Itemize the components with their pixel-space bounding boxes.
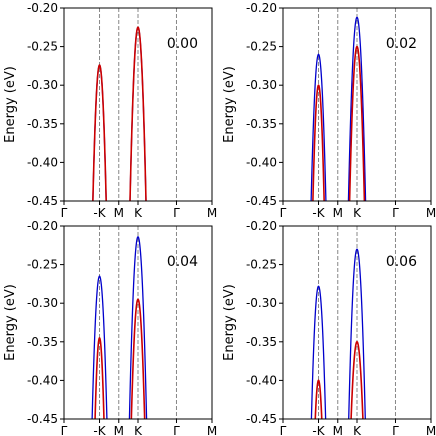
panel-2: -0.20-0.25-0.30-0.35-0.40-0.45Γ -K M K Γ MEne… <box>222 1 436 220</box>
y-tick-label: -0.30 <box>246 296 277 310</box>
y-tick-label: -0.45 <box>246 412 277 426</box>
y-axis-label: Energy (eV) <box>222 284 237 361</box>
y-tick-label: -0.35 <box>27 335 58 349</box>
y-tick-label: -0.35 <box>27 117 58 131</box>
band-curve-series-1-valley-1 <box>91 275 108 419</box>
x-tick-label: K <box>353 424 362 436</box>
y-tick-label: -0.30 <box>27 78 58 92</box>
panel-annotation: 0.04 <box>167 254 198 270</box>
x-tick-label: -K <box>93 206 106 220</box>
band-curve-series-2-valley-1 <box>92 64 107 201</box>
x-tick-label: K <box>134 206 143 220</box>
x-tick-label: -K <box>312 424 325 436</box>
y-axis-label: Energy (eV) <box>222 66 237 143</box>
y-tick-label: -0.20 <box>27 219 58 233</box>
y-tick-label: -0.25 <box>27 40 58 54</box>
x-tick-label: Γ <box>61 424 68 436</box>
x-tick-label: K <box>353 206 362 220</box>
band-curve-series-1-valley-2 <box>128 236 148 419</box>
band-curve-series-1-valley-2 <box>347 16 367 201</box>
y-tick-label: -0.25 <box>27 258 58 272</box>
y-tick-label: -0.40 <box>246 373 277 387</box>
y-tick-label: -0.25 <box>246 258 277 272</box>
y-tick-label: -0.20 <box>246 1 277 15</box>
x-tick-label: K <box>134 424 143 436</box>
y-tick-label: -0.40 <box>27 373 58 387</box>
x-tick-label: Γ <box>173 206 180 220</box>
x-tick-label: M <box>426 206 436 220</box>
y-tick-label: -0.45 <box>246 194 277 208</box>
x-tick-label: M <box>114 424 124 436</box>
y-tick-label: -0.40 <box>246 155 277 169</box>
x-tick-label: M <box>333 424 343 436</box>
x-tick-label: M <box>114 206 124 220</box>
x-tick-label: M <box>207 206 217 220</box>
x-tick-label: -K <box>312 206 325 220</box>
panel-4: -0.20-0.25-0.30-0.35-0.40-0.45Γ -K M K Γ MEne… <box>222 219 436 436</box>
y-tick-label: -0.30 <box>27 296 58 310</box>
x-tick-label: Γ <box>280 206 287 220</box>
band-curve-series-2-valley-1 <box>312 84 325 201</box>
band-curve-series-1-valley-1 <box>310 285 327 419</box>
y-tick-label: -0.25 <box>246 40 277 54</box>
panel-annotation: 0.00 <box>167 36 198 52</box>
panel-1: -0.20-0.25-0.30-0.35-0.40-0.45Γ -K M K Γ MEne… <box>3 1 217 220</box>
panel-3: -0.20-0.25-0.30-0.35-0.40-0.45Γ -K M K Γ MEne… <box>3 219 217 436</box>
y-axis-label: Energy (eV) <box>3 66 18 143</box>
band-curve-series-2-valley-1 <box>94 336 105 419</box>
y-tick-label: -0.45 <box>27 412 58 426</box>
band-curve-series-2-valley-2 <box>130 298 146 419</box>
panel-annotation: 0.02 <box>386 36 417 52</box>
bands <box>92 26 147 201</box>
x-tick-label: Γ <box>173 424 180 436</box>
x-tick-label: M <box>426 424 436 436</box>
y-tick-label: -0.20 <box>27 1 58 15</box>
y-tick-label: -0.30 <box>246 78 277 92</box>
bands <box>310 248 366 419</box>
y-tick-label: -0.35 <box>246 335 277 349</box>
x-tick-label: M <box>207 424 217 436</box>
panel-annotation: 0.06 <box>386 254 417 270</box>
band-curve-series-2-valley-1 <box>314 379 323 419</box>
x-tick-label: Γ <box>61 206 68 220</box>
bands <box>310 16 367 201</box>
x-tick-label: Γ <box>280 424 287 436</box>
x-tick-label: -K <box>93 424 106 436</box>
band-curve-series-1-valley-2 <box>348 248 366 419</box>
band-curve-series-2-valley-2 <box>129 26 147 201</box>
y-tick-label: -0.40 <box>27 155 58 169</box>
bands <box>91 236 148 419</box>
y-axis-label: Energy (eV) <box>3 284 18 361</box>
x-tick-label: M <box>333 206 343 220</box>
band-curve-series-1-valley-1 <box>310 53 327 201</box>
y-tick-label: -0.45 <box>27 194 58 208</box>
y-tick-label: -0.35 <box>246 117 277 131</box>
band-curve-series-2-valley-2 <box>350 340 364 419</box>
band-curve-series-2-valley-2 <box>348 45 366 201</box>
x-tick-label: Γ <box>392 424 399 436</box>
x-tick-label: Γ <box>392 206 399 220</box>
y-tick-label: -0.20 <box>246 219 277 233</box>
